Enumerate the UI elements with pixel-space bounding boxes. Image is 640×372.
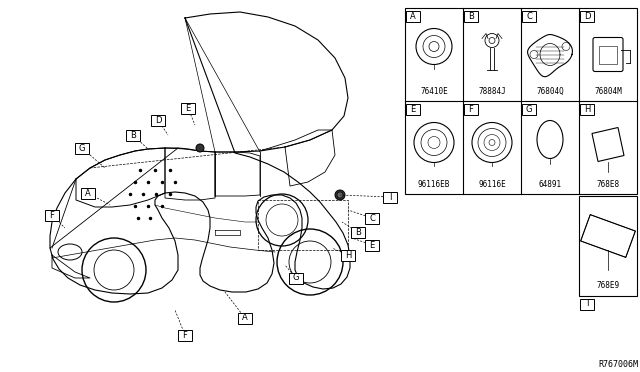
Text: B: B [130,131,136,140]
Text: 768E9: 768E9 [596,282,620,291]
Text: I: I [388,192,391,202]
Circle shape [337,192,343,198]
Text: E: E [186,103,191,112]
FancyBboxPatch shape [81,187,95,199]
Text: I: I [586,299,588,308]
FancyBboxPatch shape [464,10,478,22]
Text: 96116E: 96116E [478,180,506,189]
Text: G: G [525,105,532,113]
FancyBboxPatch shape [580,103,594,115]
Circle shape [335,190,345,200]
FancyBboxPatch shape [75,142,89,154]
Text: H: H [345,250,351,260]
FancyBboxPatch shape [580,10,594,22]
Text: G: G [79,144,85,153]
Text: 76804Q: 76804Q [536,87,564,96]
Text: A: A [410,12,416,20]
FancyBboxPatch shape [406,103,420,115]
Text: H: H [584,105,590,113]
Polygon shape [50,12,350,294]
FancyBboxPatch shape [151,115,165,125]
FancyBboxPatch shape [383,192,397,202]
Text: E: E [369,241,374,250]
Bar [579,196,637,296]
FancyBboxPatch shape [45,209,59,221]
FancyBboxPatch shape [178,330,192,340]
Text: 64891: 64891 [538,180,561,189]
Text: A: A [85,189,91,198]
Text: 78884J: 78884J [478,87,506,96]
FancyBboxPatch shape [289,273,303,283]
FancyBboxPatch shape [406,10,420,22]
FancyBboxPatch shape [464,103,478,115]
Text: F: F [49,211,54,219]
FancyBboxPatch shape [522,10,536,22]
Text: A: A [242,314,248,323]
FancyBboxPatch shape [580,298,594,310]
FancyBboxPatch shape [522,103,536,115]
FancyBboxPatch shape [365,212,379,224]
Text: D: D [584,12,590,20]
Text: 76410E: 76410E [420,87,448,96]
Text: C: C [526,12,532,20]
Bar [405,8,637,194]
FancyBboxPatch shape [126,129,140,141]
Text: G: G [292,273,300,282]
Text: 76804M: 76804M [594,87,622,96]
Text: 768E8: 768E8 [596,180,620,189]
Text: 96116EB: 96116EB [418,180,450,189]
Text: B: B [355,228,361,237]
FancyBboxPatch shape [365,240,379,250]
Circle shape [196,144,204,152]
Text: B: B [468,12,474,20]
Text: F: F [182,330,188,340]
FancyBboxPatch shape [351,227,365,237]
Text: F: F [468,105,474,113]
Text: C: C [369,214,375,222]
Text: R767006M: R767006M [598,360,638,369]
Text: D: D [155,115,161,125]
FancyBboxPatch shape [341,250,355,260]
FancyBboxPatch shape [238,312,252,324]
Bar [599,45,617,64]
FancyBboxPatch shape [181,103,195,113]
Text: E: E [410,105,415,113]
